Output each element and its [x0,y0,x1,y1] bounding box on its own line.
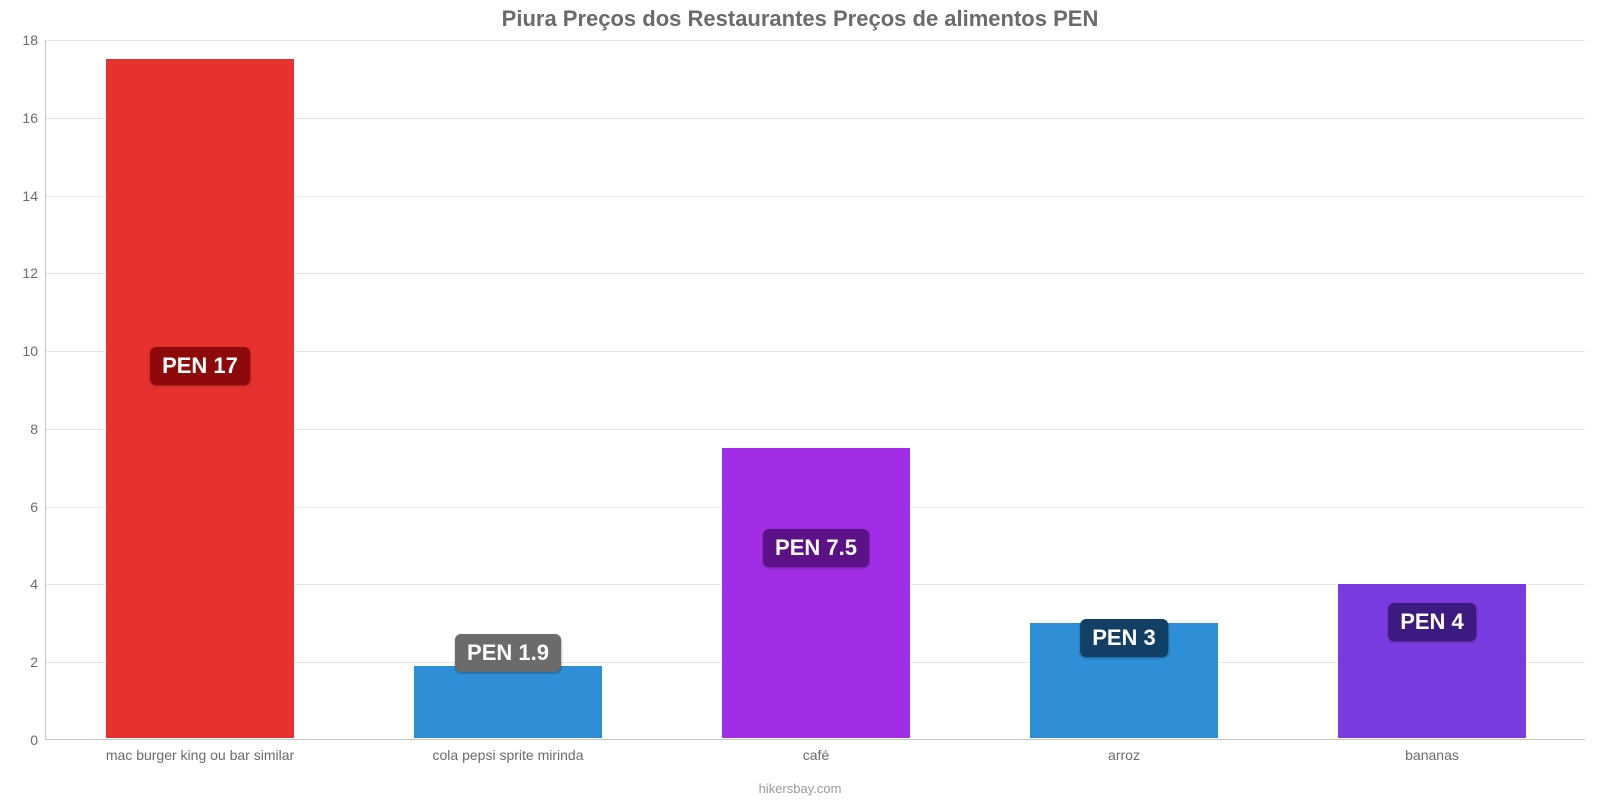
plot-area: 024681012141618PEN 17mac burger king ou … [45,40,1585,740]
y-tick-label: 18 [22,32,46,48]
bar-value-label: PEN 7.5 [763,529,869,567]
bar [105,58,296,739]
price-bar-chart: Piura Preços dos Restaurantes Preços de … [0,0,1600,800]
y-tick-label: 10 [22,343,46,359]
x-tick-label: arroz [1108,739,1140,763]
bar-value-label: PEN 1.9 [455,634,561,672]
x-tick-label: cola pepsi sprite mirinda [433,739,584,763]
x-tick-label: bananas [1405,739,1459,763]
bar-slot: PEN 7.5café [662,39,970,739]
x-tick-label: café [803,739,829,763]
bar-slot: PEN 17mac burger king ou bar similar [46,39,354,739]
bar-value-label: PEN 17 [150,347,250,385]
y-tick-label: 6 [30,499,46,515]
y-tick-label: 0 [30,732,46,748]
bar [413,665,604,739]
bar-slot: PEN 1.9cola pepsi sprite mirinda [354,39,662,739]
y-tick-label: 12 [22,265,46,281]
bar-slot: PEN 4bananas [1278,39,1586,739]
bar-value-label: PEN 3 [1080,619,1168,657]
y-tick-label: 2 [30,654,46,670]
bar-slot: PEN 3arroz [970,39,1278,739]
y-tick-label: 14 [22,188,46,204]
bar [721,447,912,739]
y-tick-label: 16 [22,110,46,126]
x-tick-label: mac burger king ou bar similar [106,739,294,763]
y-tick-label: 8 [30,421,46,437]
chart-title: Piura Preços dos Restaurantes Preços de … [0,6,1600,32]
bar-value-label: PEN 4 [1388,603,1476,641]
y-tick-label: 4 [30,576,46,592]
chart-credit: hikersbay.com [0,781,1600,796]
